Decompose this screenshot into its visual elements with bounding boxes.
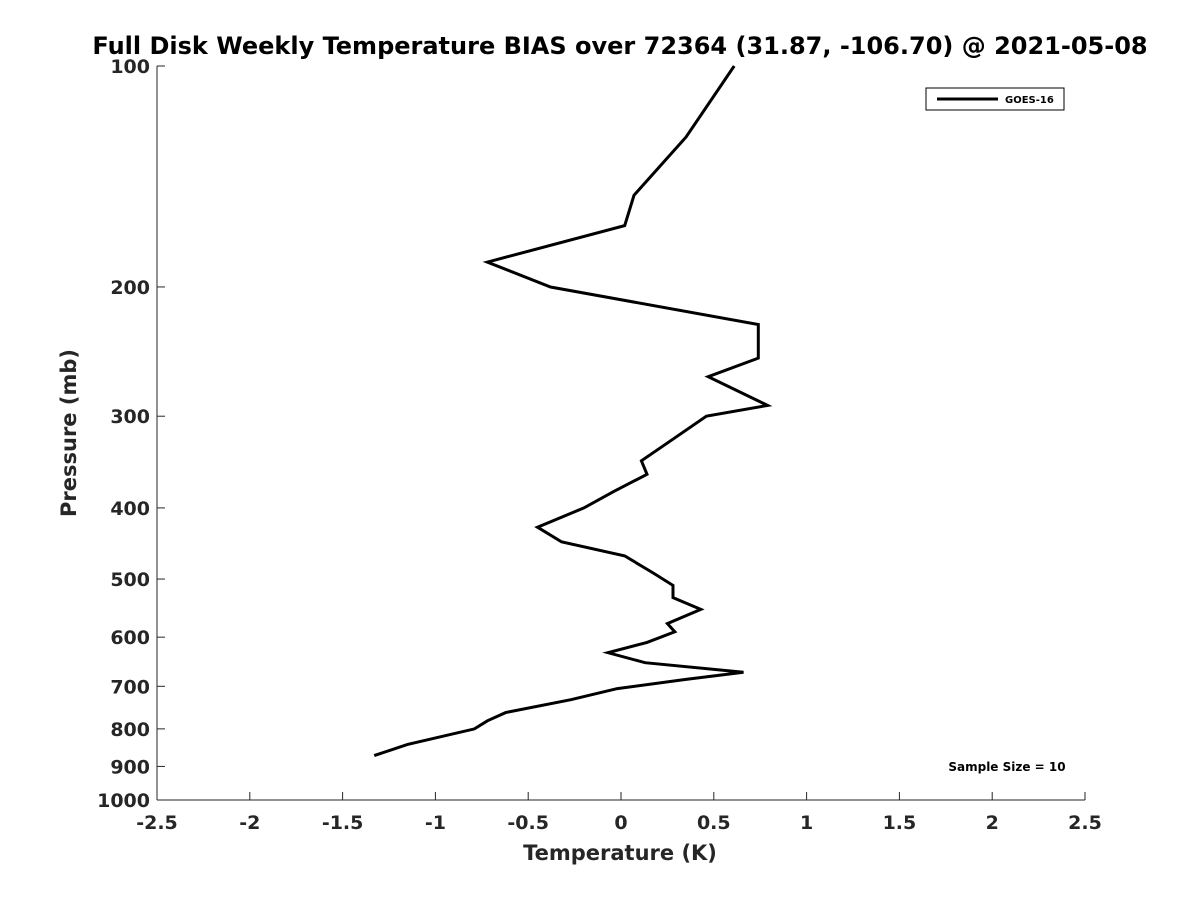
y-tick-label: 300	[110, 406, 150, 428]
chart-title: Full Disk Weekly Temperature BIAS over 7…	[92, 32, 1147, 60]
y-tick-label: 900	[110, 756, 150, 778]
x-tick-label: -1	[425, 812, 446, 834]
x-tick-label: 1.5	[883, 812, 917, 834]
y-tick-label: 1000	[97, 790, 150, 812]
x-tick-label: -0.5	[507, 812, 549, 834]
y-tick-label: 700	[110, 676, 150, 698]
y-tick-label: 800	[110, 719, 150, 741]
x-axis-label: Temperature (K)	[523, 841, 717, 865]
y-tick-label: 400	[110, 498, 150, 520]
y-tick-label: 200	[110, 277, 150, 299]
sample-size-annotation: Sample Size = 10	[948, 760, 1065, 774]
y-tick-label: 100	[110, 56, 150, 78]
x-tick-label: 2	[986, 812, 999, 834]
x-tick-label: -2	[239, 812, 260, 834]
plot-area	[156, 66, 1085, 801]
x-tick-label: 1	[800, 812, 813, 834]
y-tick-label: 500	[110, 569, 150, 591]
x-tick-label: 0	[614, 812, 627, 834]
legend-label-goes-16: GOES-16	[1005, 95, 1054, 106]
y-axis-ticks: 100 200 300 400 500 600 700 800 900 1000	[97, 56, 165, 812]
y-axis-label: Pressure (mb)	[57, 349, 81, 517]
x-axis-ticks: -2.5 -2 -1.5 -1 -0.5 0 0.5 1 1.5 2 2.5	[136, 792, 1102, 834]
x-tick-label: -1.5	[322, 812, 364, 834]
x-tick-label: -2.5	[136, 812, 178, 834]
x-tick-label: 0.5	[697, 812, 731, 834]
series-line-goes-16	[373, 65, 773, 758]
y-tick-label: 600	[110, 627, 150, 649]
legend: GOES-16	[925, 87, 1065, 111]
series-group	[373, 65, 773, 758]
x-tick-label: 2.5	[1068, 812, 1102, 834]
